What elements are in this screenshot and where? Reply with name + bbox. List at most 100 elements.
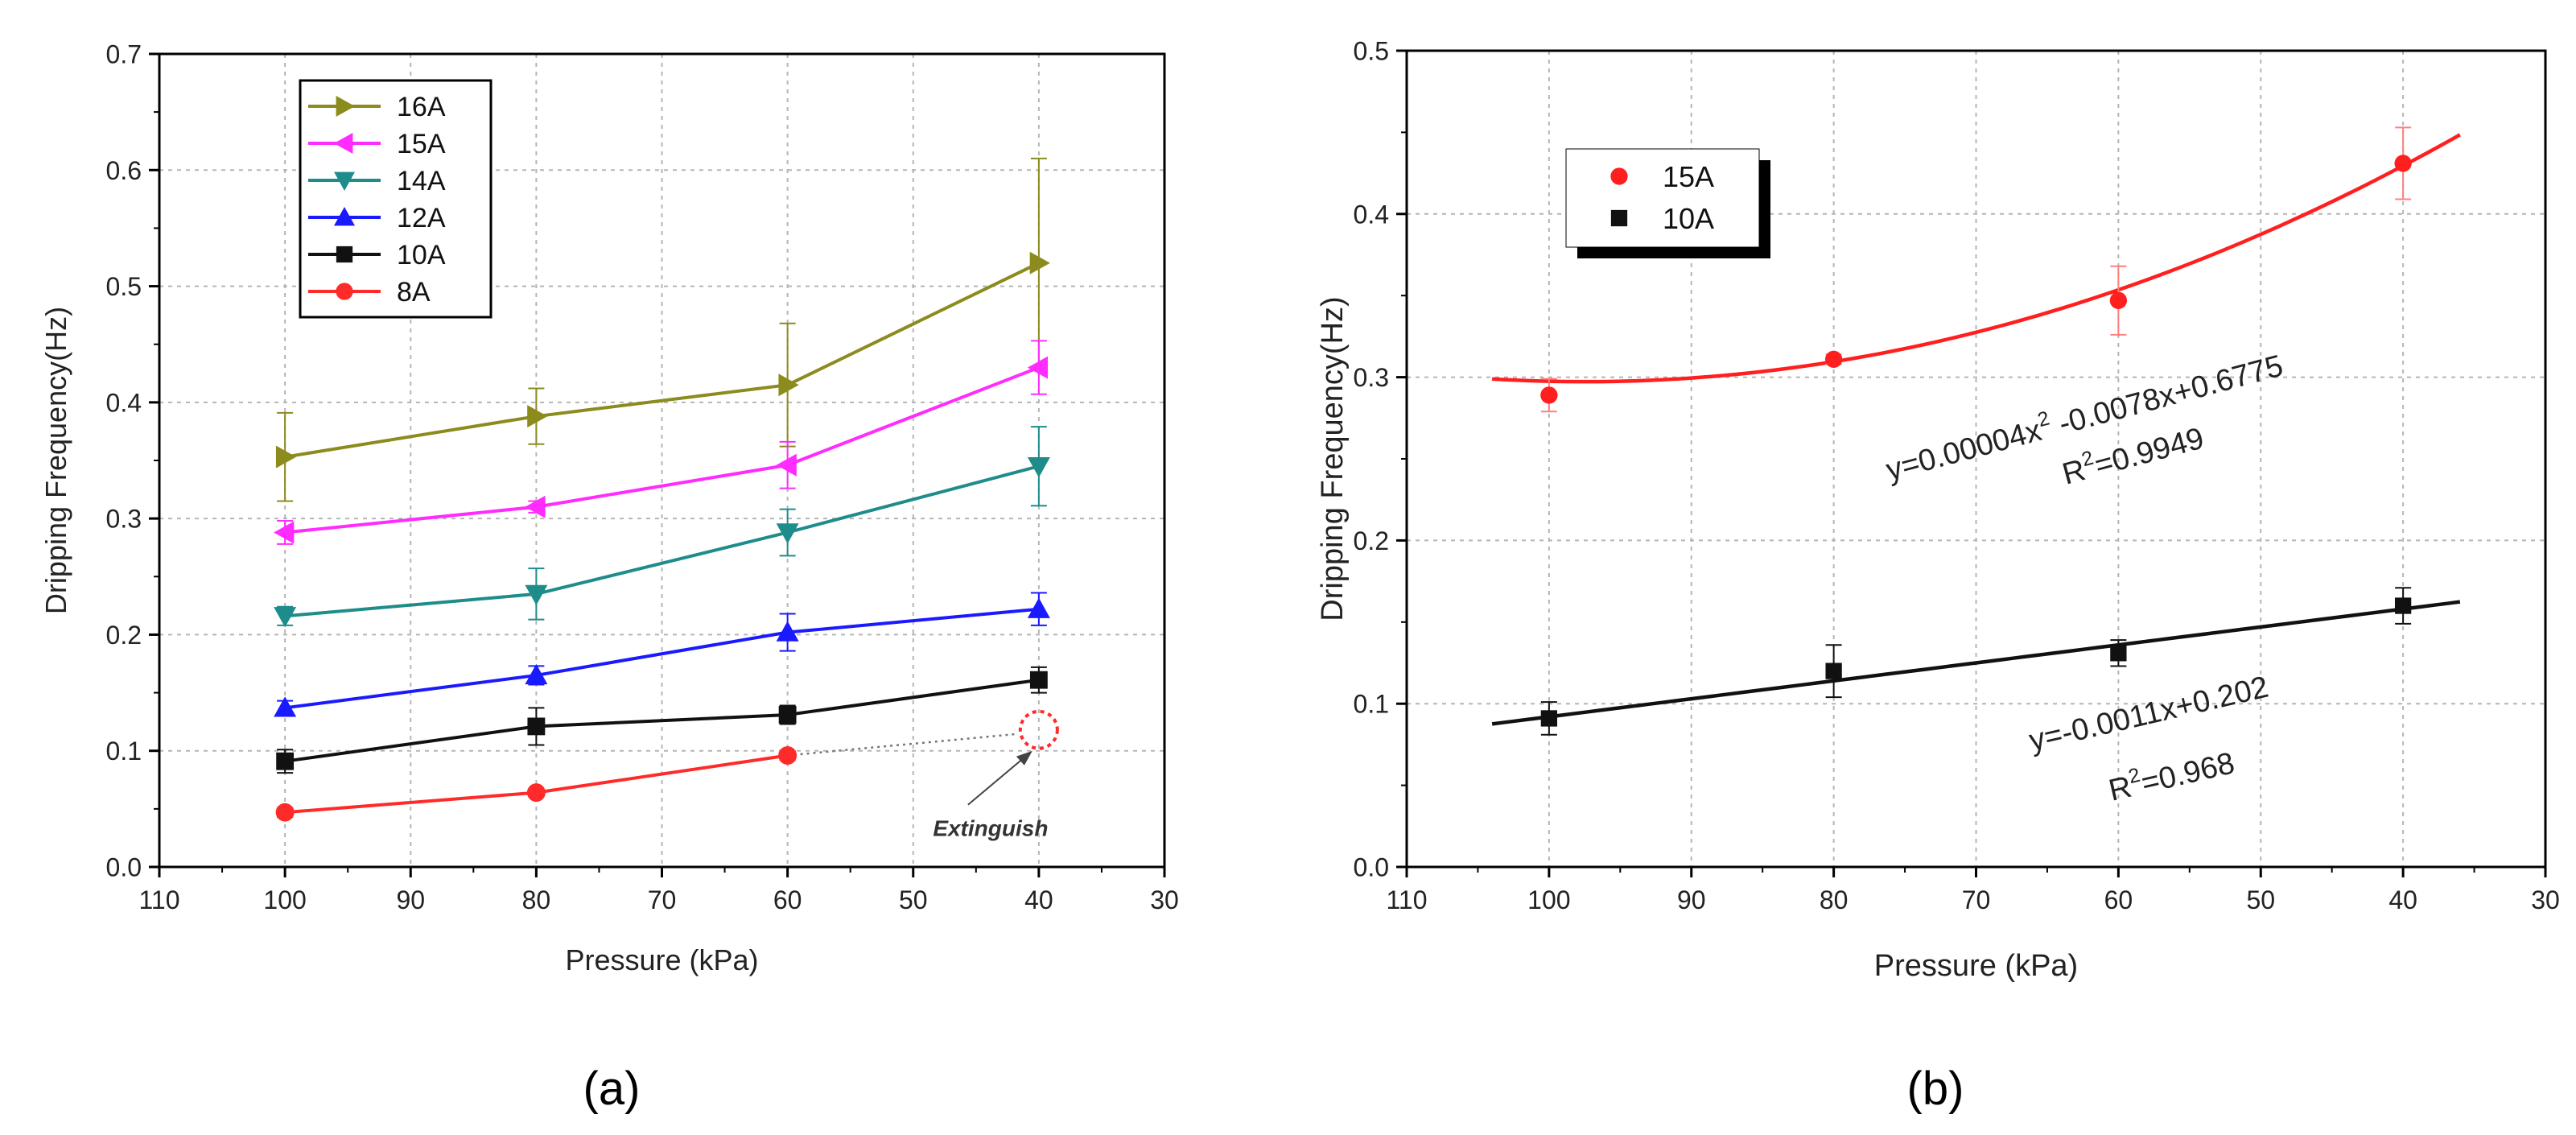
legend-label: 16A: [397, 92, 446, 122]
series-12A: [274, 592, 1050, 717]
legend-marker: [334, 133, 353, 154]
y-tick-label: 0.6: [106, 156, 142, 185]
data-point: [776, 453, 797, 477]
series-line: [284, 678, 1040, 763]
data-point: [525, 584, 548, 605]
y-tick-label: 0.2: [106, 621, 142, 650]
series-14A: [274, 426, 1050, 628]
series-15A: [274, 340, 1049, 545]
series-10A: [1540, 587, 2412, 736]
legend-box: [1565, 148, 1760, 248]
chart-a: 110 100 90 80 70 60 50 40 30 0.0 0.1 0.2 0.3 0.4 0.5 0.…: [39, 40, 1179, 976]
legend-item: 16A: [308, 92, 446, 122]
y-tick-label: 0.2: [1354, 526, 1389, 555]
series-line: [284, 261, 1040, 459]
x-axis-label: Pressure (kPa): [565, 943, 758, 976]
extinguish-arrow-head: [1016, 750, 1032, 766]
legend-marker: [334, 207, 355, 226]
data-point: [275, 445, 297, 468]
data-point: [1029, 671, 1048, 689]
y-tick-label: 0.3: [106, 505, 142, 534]
panel-label-b: (b): [1907, 1063, 1964, 1115]
legend-item: 10A: [1610, 202, 1714, 235]
legend-item: 12A: [308, 203, 446, 233]
y-tick-label: 0.5: [1354, 37, 1389, 66]
legend-item: 14A: [308, 166, 446, 196]
x-tick-label: 60: [2104, 885, 2133, 914]
x-tick-label: 70: [648, 885, 677, 914]
legend-box: [299, 79, 493, 319]
series-line: [284, 365, 1040, 534]
legend-marker: [336, 246, 353, 263]
data-point: [274, 607, 297, 628]
series-16A: [275, 157, 1050, 502]
extinguish-arrow-line: [967, 753, 1029, 806]
x-tick-label: 30: [1150, 885, 1179, 914]
legend-item: 8A: [308, 277, 431, 307]
y-axis-label: Dripping Frequency(Hz): [1316, 296, 1350, 621]
x-tick-label: 100: [263, 885, 306, 914]
legend-marker: [336, 96, 355, 117]
x-tick-label: 80: [522, 885, 551, 914]
fit-curve-15A: [1491, 133, 2461, 384]
chart-b: 110 100 90 80 70 60 50 40 30 0.0 0.1 0.2 0.3 0.4 0.5 Pr…: [1316, 37, 2560, 983]
legend: 16A 15A 14A 12A 10A 8A: [299, 79, 493, 319]
data-point: [1027, 597, 1050, 618]
x-tick-label: 30: [2531, 885, 2560, 914]
legend-item: 15A: [1610, 160, 1714, 193]
x-tick-label: 110: [138, 885, 179, 914]
plot-frame: [1405, 49, 2547, 869]
y-axis-label: Dripping Frequency(Hz): [39, 307, 72, 614]
series-line: [284, 464, 1040, 618]
data-point: [778, 374, 799, 397]
data-point: [1027, 356, 1049, 379]
data-point: [778, 706, 797, 724]
x-tick-label: 100: [1527, 885, 1570, 914]
legend-label: 10A: [397, 240, 446, 270]
y-tick-label: 0.4: [106, 388, 142, 417]
data-point: [1029, 251, 1050, 274]
legend-label: 15A: [397, 129, 446, 159]
y-tick-label: 0.1: [1354, 690, 1389, 719]
legend-item: 15A: [308, 129, 446, 159]
legend-label: 14A: [397, 166, 446, 196]
legend-marker: [334, 171, 355, 191]
legend-marker: [1610, 209, 1628, 227]
y-tick-label: 0.3: [1354, 363, 1389, 392]
x-tick-label: 90: [396, 885, 425, 914]
x-tick-label: 50: [899, 885, 928, 914]
x-tick-label: 110: [1386, 885, 1427, 914]
extinguish-label: Extinguish: [933, 816, 1048, 841]
y-tick-label: 0.1: [106, 737, 142, 766]
data-point: [275, 803, 295, 822]
data-point: [2394, 597, 2412, 614]
data-point: [526, 783, 546, 803]
y-tick-label: 0.0: [106, 853, 142, 882]
panel-label-a: (a): [583, 1063, 641, 1115]
data-point: [1540, 386, 1558, 404]
data-point: [1540, 710, 1558, 727]
series-15A: [1540, 126, 2412, 413]
data-point: [527, 717, 546, 736]
x-tick-label: 90: [1677, 885, 1706, 914]
series-line: [284, 607, 1040, 710]
fit-curve-10A: [1491, 600, 2461, 726]
y-tick-label: 0.4: [1354, 200, 1389, 229]
x-axis-label: Pressure (kPa): [1874, 949, 2078, 983]
data-point: [527, 405, 548, 428]
fit-r2-exponent: 2: [2126, 764, 2142, 788]
series-8A: [275, 746, 798, 822]
extinguish-marker: [1018, 709, 1059, 750]
x-tick-label: 60: [773, 885, 802, 914]
data-point: [525, 495, 546, 518]
legend-label: 8A: [397, 277, 431, 307]
data-point: [776, 621, 799, 642]
data-point: [2394, 155, 2412, 172]
legend-label: 10A: [1663, 202, 1714, 235]
data-point: [1825, 662, 1842, 679]
x-tick-label: 70: [1962, 885, 1991, 914]
data-point: [525, 663, 548, 685]
x-tick-label: 50: [2246, 885, 2275, 914]
